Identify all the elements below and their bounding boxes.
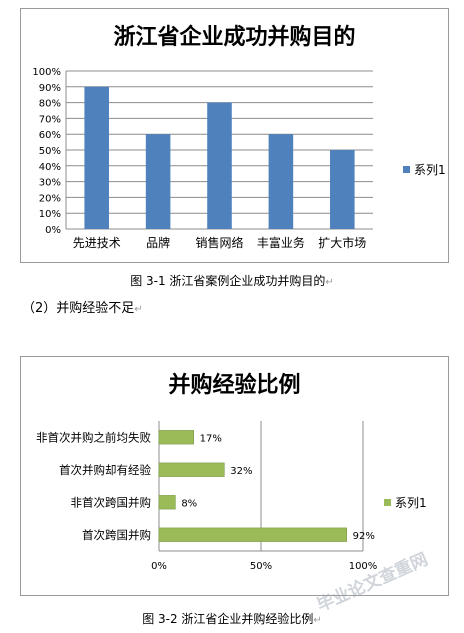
x-tick-label: 品牌 <box>146 236 170 250</box>
caption-text: 图 3-1 浙江省案例企业成功并购目的 <box>130 274 326 288</box>
legend-swatch <box>403 166 410 173</box>
purpose-chart-plot: 0% 10% 20% 30% 40% 50% 60% 70% 80% 90% 100% 先进技术 品牌 销… <box>32 67 373 250</box>
figure-caption-2: 图 3-2 浙江省企业并购经验比例↵ <box>0 610 464 627</box>
y-tick-label: 90% <box>39 83 61 94</box>
y-tick-label: 非首次跨国并购 <box>71 495 152 509</box>
purpose-chart: 浙江省企业成功并购目的 0% 10% 20% 30% 40% 50% 60% 70% 80% 90… <box>20 8 449 263</box>
bar <box>158 462 225 477</box>
bar <box>145 134 171 229</box>
x-tick-label: 50% <box>250 561 272 572</box>
y-tick-label: 60% <box>39 130 61 141</box>
y-tick-label: 40% <box>39 162 61 173</box>
legend-label: 系列1 <box>414 163 446 177</box>
y-tick-label: 30% <box>39 178 61 189</box>
y-tick-label: 50% <box>39 146 61 157</box>
bar <box>207 102 232 229</box>
value-label: 32% <box>230 466 252 477</box>
x-tick-label: 丰富业务 <box>257 235 305 250</box>
x-tick-label: 销售网络 <box>195 235 243 250</box>
value-label: 17% <box>200 433 222 444</box>
y-tick-label: 0% <box>45 225 61 236</box>
y-tick-label: 20% <box>39 193 61 204</box>
return-mark: ↵ <box>313 615 322 626</box>
bar <box>268 134 294 229</box>
chart-title: 并购经验比例 <box>168 373 301 398</box>
y-tick-label: 非首次并购之前均失败 <box>36 430 151 444</box>
paragraph-text: （2）并购经验不足 <box>22 301 135 316</box>
x-tick-label: 先进技术 <box>73 236 121 250</box>
legend-swatch <box>384 499 391 506</box>
y-tick-label: 首次跨国并购 <box>82 528 151 542</box>
y-tick-label: 100% <box>32 67 61 78</box>
bar <box>158 430 194 445</box>
return-mark: ↵ <box>134 304 143 315</box>
x-tick-label: 扩大市场 <box>318 235 366 250</box>
x-tick-label: 0% <box>151 561 167 572</box>
chart-title: 浙江省企业成功并购目的 <box>113 25 356 50</box>
experience-chart-plot: 0% 50% 100% 非首次并购之前均失败 17% 首次并购却有经验 32% 非首次跨国并购… <box>36 421 378 572</box>
chart-legend: 系列1 <box>384 494 427 511</box>
value-label: 8% <box>181 498 197 509</box>
x-tick-label: 100% <box>349 561 378 572</box>
bar <box>84 86 109 229</box>
return-mark: ↵ <box>325 277 334 288</box>
y-tick-label: 80% <box>39 99 61 110</box>
bar <box>158 495 176 510</box>
legend-label: 系列1 <box>395 496 427 510</box>
y-tick-label: 首次并购却有经验 <box>59 463 151 477</box>
y-tick-label: 70% <box>39 114 61 125</box>
bar <box>158 527 347 542</box>
caption-text: 图 3-2 浙江省企业并购经验比例 <box>142 612 314 626</box>
y-tick-label: 10% <box>39 209 61 220</box>
section-paragraph: （2）并购经验不足↵ <box>22 297 143 316</box>
bar <box>330 150 355 229</box>
experience-chart: 并购经验比例 0% 50% 100% 非首次并购之前均失败 17% 首次并购却有经验 32%… <box>20 356 449 596</box>
value-label: 92% <box>353 531 375 542</box>
chart-legend: 系列1 <box>403 161 446 178</box>
figure-caption-1: 图 3-1 浙江省案例企业成功并购目的↵ <box>0 272 464 289</box>
